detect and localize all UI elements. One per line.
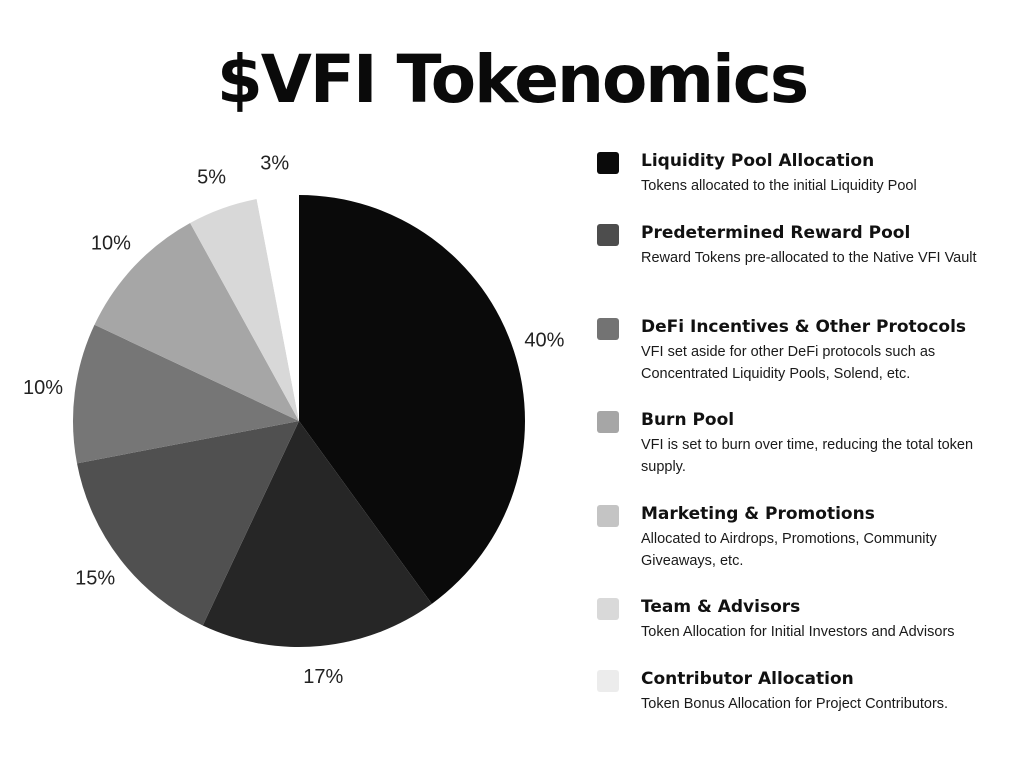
legend-item-description: Reward Tokens pre-allocated to the Nativ…	[641, 250, 977, 266]
legend: Liquidity Pool Allocation Tokens allocat…	[597, 148, 1007, 713]
legend-item-team-advisors: Team & Advisors Token Allocation for Ini…	[597, 594, 1007, 641]
legend-item-description: Token Bonus Allocation for Project Contr…	[641, 696, 949, 712]
pie-label-team-and-advisors: 5%	[197, 167, 226, 189]
pie-label-liquidity-pool-allocation: 40%	[524, 330, 564, 352]
legend-item-marketing: Marketing & Promotions Allocated to Aird…	[597, 501, 1007, 571]
legend-item-description: Tokens allocated to the initial Liquidit…	[641, 178, 917, 194]
pie-slice-liquidity-pool-allocation	[299, 195, 525, 604]
legend-item-label: Marketing & Promotions	[641, 504, 875, 524]
legend-item-burn-pool: Burn Pool VFI is set to burn over time, …	[597, 407, 1007, 477]
legend-item-label: DeFi Incentives & Other Protocols	[641, 317, 967, 337]
legend-item-liquidity-pool: Liquidity Pool Allocation Tokens allocat…	[597, 148, 1007, 195]
legend-item-label: Burn Pool	[641, 410, 735, 430]
page-title: $VFI Tokenomics	[216, 41, 809, 118]
legend-item-description: VFI set aside for other DeFi protocols s…	[641, 344, 936, 382]
legend-item-reward-pool: Predetermined Reward Pool Reward Tokens …	[597, 220, 1007, 290]
pie-slice-marketing-and-promotions	[94, 222, 299, 421]
pie-slice-defi-incentives-and-other-protocols	[77, 421, 299, 626]
legend-item-description: Allocated to Airdrops, Promotions, Commu…	[641, 531, 937, 569]
legend-item-label: Liquidity Pool Allocation	[641, 151, 875, 171]
pie-slice-predetermined-reward-pool	[202, 421, 432, 647]
pie-slice-burn-pool	[72, 324, 299, 464]
pie-percentage-labels: 40% 17% 15% 10% 10% 5% 3%	[23, 152, 565, 688]
pie-label-contributor-allocation: 3%	[260, 152, 289, 174]
pie-label-burn-pool: 10%	[23, 377, 63, 399]
legend-swatch	[597, 505, 619, 527]
legend-swatch	[597, 411, 619, 433]
legend-swatch	[597, 224, 619, 246]
pie-label-defi-incentives-and-other-protocols: 15%	[75, 567, 115, 589]
legend-item-description: Token Allocation for Initial Investors a…	[641, 624, 955, 640]
legend-swatch	[597, 318, 619, 340]
legend-item-label: Contributor Allocation	[641, 669, 854, 689]
pie-slice-contributor-allocation	[256, 195, 299, 421]
legend-swatch	[597, 598, 619, 620]
legend-item-defi-incentives: DeFi Incentives & Other Protocols VFI se…	[597, 314, 1007, 384]
legend-item-description: VFI is set to burn over time, reducing t…	[641, 437, 974, 475]
pie-slices	[72, 195, 525, 647]
legend-swatch	[597, 152, 619, 174]
legend-swatch	[597, 670, 619, 692]
legend-item-label: Predetermined Reward Pool	[641, 223, 911, 243]
pie-slice-team-and-advisors	[190, 199, 299, 421]
pie-label-marketing-and-promotions: 10%	[91, 233, 131, 255]
pie-label-predetermined-reward-pool: 17%	[303, 666, 343, 688]
legend-item-contributor: Contributor Allocation Token Bonus Alloc…	[597, 666, 1007, 713]
legend-item-label: Team & Advisors	[641, 597, 801, 617]
